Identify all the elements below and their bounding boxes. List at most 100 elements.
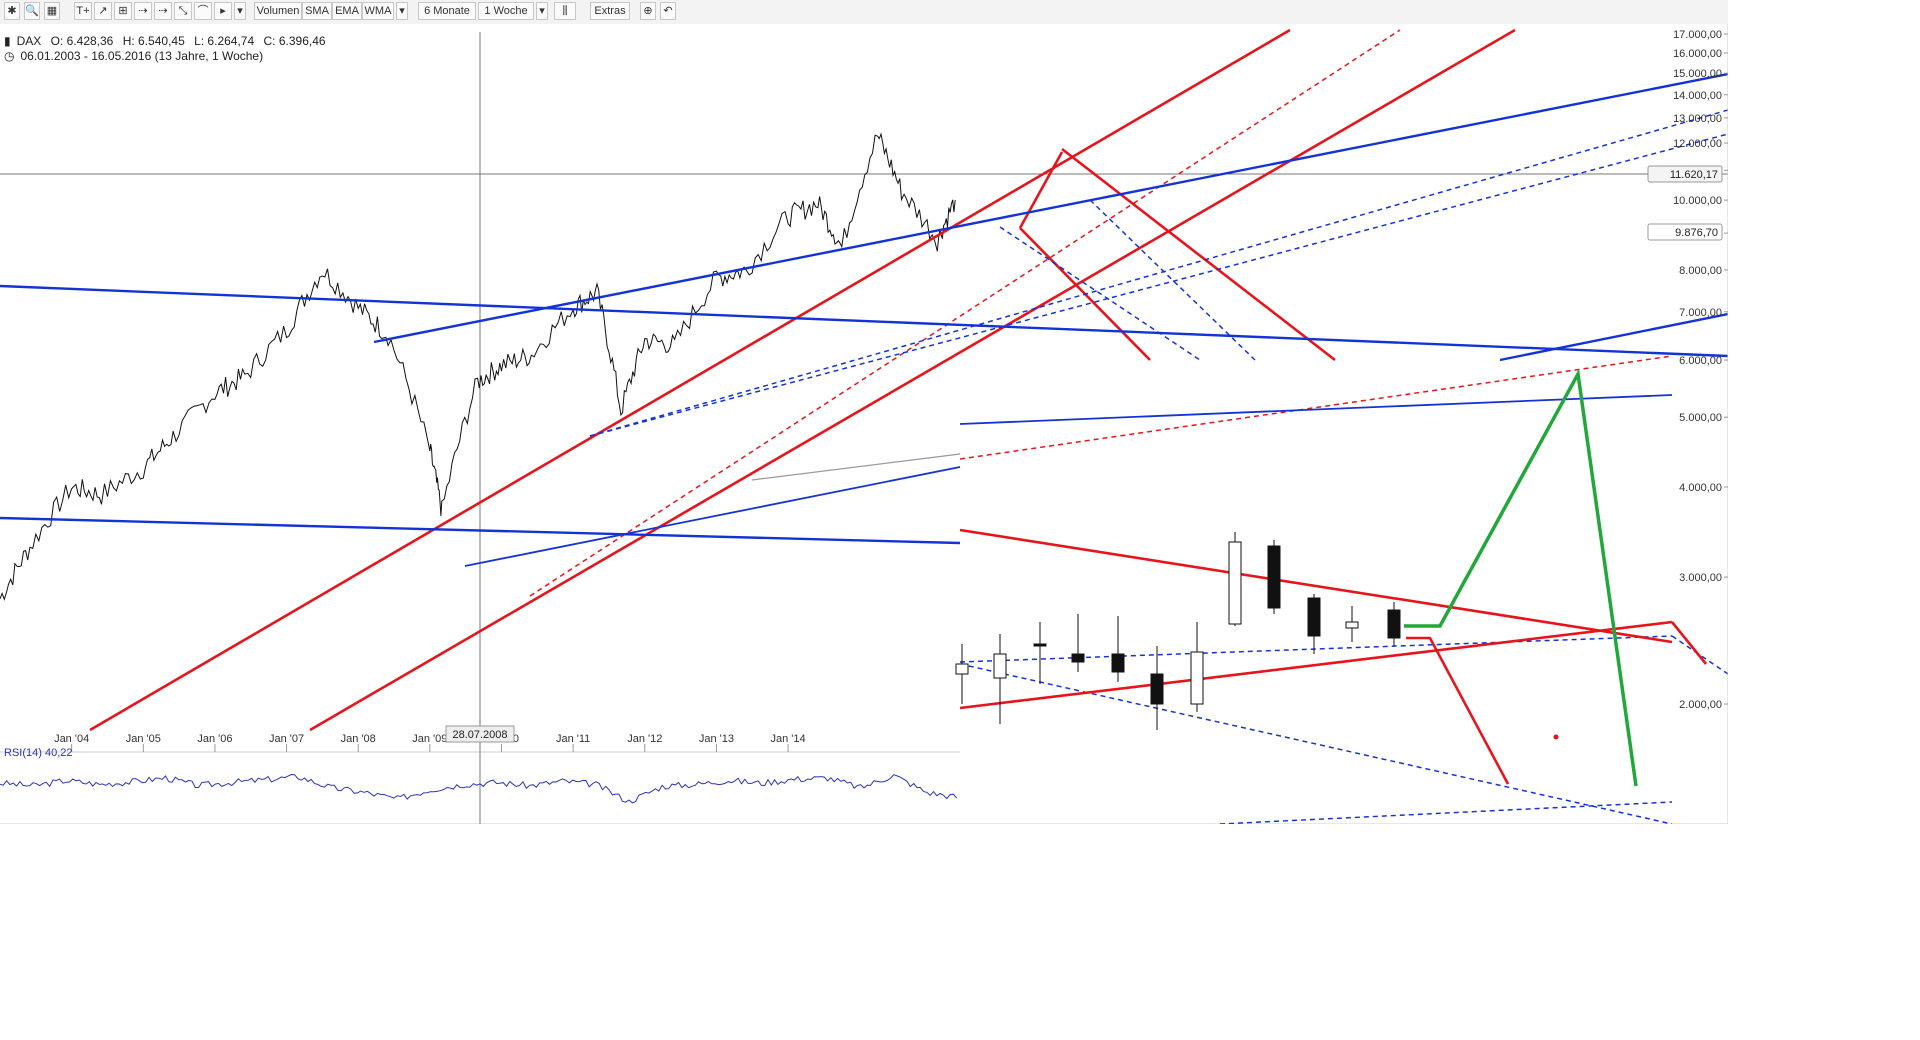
- period-select[interactable]: 6 Monate: [418, 2, 476, 20]
- red-flag-pole[interactable]: [1018, 151, 1064, 229]
- price-layer: [0, 132, 956, 601]
- text-tool-icon[interactable]: T+: [74, 2, 92, 20]
- y-tick-label: 8.000,00: [1679, 265, 1722, 277]
- y-tick-label: 10.000,00: [1673, 195, 1722, 207]
- x-tick-label: Jan '05: [126, 733, 161, 745]
- grid-icon[interactable]: ▦: [44, 2, 60, 20]
- y-tick-label: 14.000,00: [1673, 90, 1722, 102]
- overlay-layer: 11.620,17 9.876,70 28.07.2008: [445, 165, 1723, 743]
- interval-dropdown-icon[interactable]: ▾: [536, 2, 548, 20]
- ema-button[interactable]: EMA: [332, 2, 362, 20]
- chart-type-icon[interactable]: ⫼: [554, 2, 576, 20]
- clock-icon: ◷: [4, 49, 15, 63]
- tools-dropdown-icon[interactable]: ▾: [234, 2, 246, 20]
- red-wedge-upper[interactable]: [959, 528, 1673, 644]
- red-dot-marker: [1553, 734, 1559, 740]
- symbol-info: ▮ DAX O: 6.428,36 H: 6.540,45 L: 6.264,74…: [4, 34, 332, 64]
- indicator-dropdown-icon[interactable]: ▾: [396, 2, 408, 20]
- candle-body: [1387, 609, 1401, 639]
- rsi-line: [0, 773, 958, 804]
- ohlc-low: L: 6.264,74: [194, 34, 255, 48]
- red-dashed-lower-right-line[interactable]: [959, 355, 1673, 460]
- zoom-icon[interactable]: ⊕: [640, 2, 656, 20]
- grid-layer: [0, 24, 1728, 824]
- ohlc-close: C: 6.396,46: [263, 34, 326, 48]
- x-tick-label: Jan '09: [412, 733, 447, 745]
- x-tick-label: Jan '07: [269, 733, 304, 745]
- rsi-panel: RSI(14) 40,22: [0, 747, 958, 804]
- candle-body: [1071, 653, 1085, 663]
- drawing-layer: [0, 28, 1728, 824]
- blue-short-trend-line[interactable]: [1499, 312, 1728, 362]
- blue-resistance-line[interactable]: [0, 284, 1728, 358]
- ray-tool-icon[interactable]: ⇢: [154, 2, 172, 20]
- candle-body: [1150, 673, 1164, 705]
- rsi-label: RSI(14) 40,22: [4, 747, 72, 759]
- y-tick-label: 13.000,00: [1673, 113, 1722, 125]
- candlestick-icon: ▮: [4, 34, 11, 48]
- y-tick-label: 16.000,00: [1673, 48, 1722, 60]
- y-tick-label: 7.000,00: [1679, 307, 1722, 319]
- blue-mid-panel-line[interactable]: [959, 394, 1673, 425]
- cursor-tool-icon[interactable]: ▸: [214, 2, 232, 20]
- blue-dashed-right-stub[interactable]: [1671, 635, 1728, 675]
- blue-dashed-bottom-line-b[interactable]: [959, 663, 1673, 824]
- grey-trend-line[interactable]: [751, 453, 961, 481]
- sma-button[interactable]: SMA: [302, 2, 332, 20]
- x-tick-label: Jan '13: [699, 733, 734, 745]
- x-tick-label: Jan '04: [54, 733, 89, 745]
- extras-button[interactable]: Extras: [590, 2, 630, 20]
- red-wedge-tail[interactable]: [1670, 621, 1708, 665]
- chart-area[interactable]: 17.000,00 16.000,00 15.000,00 14.000,00 13.0…: [0, 24, 1728, 824]
- candle-body: [1111, 653, 1125, 673]
- candle-body: [1033, 643, 1047, 647]
- candle-body: [1190, 651, 1204, 705]
- candle-body: [1267, 545, 1281, 609]
- red-bull-flag-upper[interactable]: [1061, 147, 1336, 362]
- x-tick-label: Jan '14: [770, 733, 805, 745]
- price-flag-label: 11.620,17: [1670, 169, 1718, 181]
- wma-button[interactable]: WMA: [362, 2, 394, 20]
- blue-support-line[interactable]: [0, 516, 961, 545]
- candle-body: [993, 653, 1007, 679]
- arc-tool-icon[interactable]: ⌒: [194, 2, 212, 20]
- chart-toolbar: ✱ 🔍 ▦ T+ ↗ ⊞ ⇢ ⇢ ⤡ ⌒ ▸ ▾ Volumen SMA EMA…: [0, 0, 1728, 25]
- red-channel-upper-line[interactable]: [89, 28, 1291, 732]
- red-dashed-mid-line[interactable]: [529, 29, 1401, 597]
- red-wedge-lower[interactable]: [959, 620, 1673, 710]
- crosshair-date-label: 28.07.2008: [452, 729, 507, 741]
- blue-dashed-flag-upper[interactable]: [999, 226, 1201, 361]
- hline-tool-icon[interactable]: ⇢: [134, 2, 152, 20]
- x-tick-label: Jan '12: [627, 733, 662, 745]
- volumen-button[interactable]: Volumen: [254, 2, 302, 20]
- x-tick-label: Jan '11: [556, 733, 590, 745]
- y-tick-label: 5.000,00: [1679, 412, 1722, 424]
- blue-dashed-lower-line[interactable]: [589, 133, 1728, 437]
- candle-body: [1345, 621, 1359, 629]
- y-tick-label: 2.000,00: [1679, 699, 1722, 711]
- undo-icon[interactable]: ↶: [660, 2, 676, 20]
- blue-dashed-flag-lower[interactable]: [1089, 199, 1256, 361]
- green-projection[interactable]: [1404, 368, 1638, 787]
- y-tick-label: 17.000,00: [1673, 29, 1722, 41]
- y-tick-label: 6.000,00: [1679, 355, 1722, 367]
- fib-tool-icon[interactable]: ⤡: [174, 2, 192, 20]
- blue-dashed-bottom-line-c[interactable]: [1219, 801, 1673, 824]
- y-tick-label: 4.000,00: [1679, 482, 1722, 494]
- blue-2009-trend-line[interactable]: [464, 466, 961, 567]
- zoom-candles: [955, 532, 1401, 730]
- y-tick-label: 15.000,00: [1673, 68, 1722, 80]
- blue-upper-trend-line[interactable]: [373, 72, 1728, 344]
- symbol-name: DAX: [16, 34, 42, 48]
- settings-icon[interactable]: ✱: [4, 2, 20, 20]
- interval-select[interactable]: 1 Woche: [478, 2, 534, 20]
- search-icon[interactable]: 🔍: [24, 2, 40, 20]
- channel-tool-icon[interactable]: ⊞: [114, 2, 132, 20]
- trendline-tool-icon[interactable]: ↗: [94, 2, 112, 20]
- dax-chart[interactable]: 17.000,00 16.000,00 15.000,00 14.000,00 13.0…: [0, 24, 1728, 824]
- red-channel-lower-line[interactable]: [309, 28, 1516, 732]
- red-projection-down[interactable]: [1406, 636, 1510, 785]
- y-tick-label: 12.000,00: [1673, 138, 1722, 150]
- x-tick-label: Jan '06: [197, 733, 232, 745]
- x-tick-label: Jan '08: [341, 733, 376, 745]
